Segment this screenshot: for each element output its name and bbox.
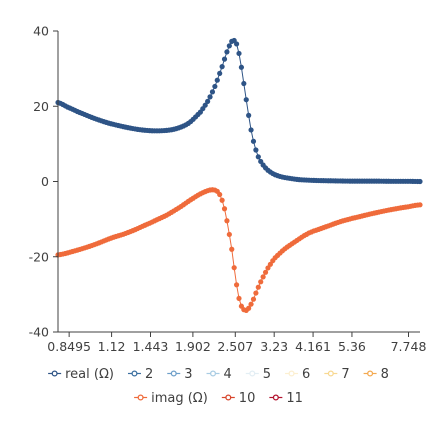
data-point [253,147,259,153]
y-tick-label: -40 [29,325,49,340]
data-point [241,80,247,87]
data-point [417,178,423,185]
legend-item[interactable]: 7 [324,367,350,382]
data-point [250,296,257,302]
legend-marker-dot [288,370,295,377]
data-point [255,154,261,160]
series-line [57,39,421,182]
data-point [250,138,257,144]
data-point [226,231,232,238]
legend-item[interactable]: 4 [206,367,232,382]
legend-item[interactable]: 8 [363,367,389,382]
y-tick-label: 40 [33,24,49,39]
series-line [57,189,421,311]
data-point [229,246,235,252]
x-tick-label: 0.8495 [47,339,91,354]
x-tick-label: 4.161 [295,339,331,354]
data-point [214,77,220,83]
y-tick-label: 0 [41,174,49,189]
legend-item[interactable]: 5 [245,367,271,382]
data-point [255,284,261,290]
data-point [219,197,225,203]
data-point [236,50,242,57]
data-point [248,127,254,133]
data-point [205,98,211,105]
data-point [219,64,225,70]
data-point [224,218,230,224]
data-point [243,97,249,103]
data-point [224,49,230,55]
data-point [221,206,228,212]
legend-marker-dot [367,370,374,377]
legend-item[interactable]: 2 [127,367,153,382]
data-point [207,94,213,100]
x-tick-label: 1.443 [133,339,169,354]
series-0 [55,37,423,185]
legend-label: 6 [302,367,310,382]
legend-marker-dot [170,370,177,377]
series-8 [55,187,423,313]
data-point [246,305,252,311]
legend-marker-dot [131,370,138,377]
legend-item[interactable]: 3 [167,367,193,382]
legend-label: 4 [224,367,232,382]
legend-item[interactable]: 10 [221,391,256,406]
data-point [226,43,232,49]
legend-label: 2 [145,367,153,382]
legend-label: imag (Ω) [151,391,208,406]
data-point [217,191,223,198]
legend-label: real (Ω) [65,367,114,382]
data-point [212,83,218,90]
x-tick-label: 2.507 [217,339,253,354]
legend-label: 7 [341,367,349,382]
data-point [236,295,242,302]
data-point [417,202,423,208]
data-point [260,274,266,280]
legend-marker-dot [137,394,144,401]
axes: 40 20 0 -20 -400.8495 1.12 1.443 1.902 2.507 3.23… [29,24,427,355]
data-point [258,279,264,285]
data-point [233,41,240,47]
legend-label: 10 [239,391,256,406]
data-point [248,301,254,307]
x-tick-label: 5.36 [338,339,366,354]
data-point [221,56,228,62]
legend-item[interactable]: 11 [269,391,303,406]
data-point [217,70,223,77]
data-point [231,265,237,271]
legend-marker-dot [249,370,256,377]
legend-label: 5 [263,367,271,382]
x-tick-label: 7.748 [391,339,427,354]
x-tick-label: 3.23 [260,339,288,354]
legend-label: 8 [381,367,389,382]
data-point [238,64,245,70]
data-point [209,89,216,95]
legend-item[interactable]: imag (Ω) [134,391,208,406]
x-tick-label: 1.902 [175,339,211,354]
legend-marker-dot [51,370,58,377]
legend-label: 3 [184,367,192,382]
legend-label: 11 [286,391,303,406]
legend-marker-dot [327,370,334,377]
legend-item[interactable]: 6 [285,367,310,382]
legend-marker-dot [272,394,279,401]
legend-marker-dot [209,370,217,377]
plot-area [55,37,423,313]
legend: real (Ω) 2 3 4 5 6 7 8 imag (Ω) 10 11 [48,367,389,406]
data-point [233,282,240,288]
x-tick-label: 1.12 [98,339,126,354]
data-point [202,102,208,108]
data-point [262,269,269,275]
legend-marker-dot [225,394,232,401]
y-tick-label: -20 [29,249,49,264]
legend-item[interactable]: real (Ω) [48,367,114,382]
data-point [253,290,259,296]
data-point [246,112,252,118]
y-tick-label: 20 [33,99,49,114]
